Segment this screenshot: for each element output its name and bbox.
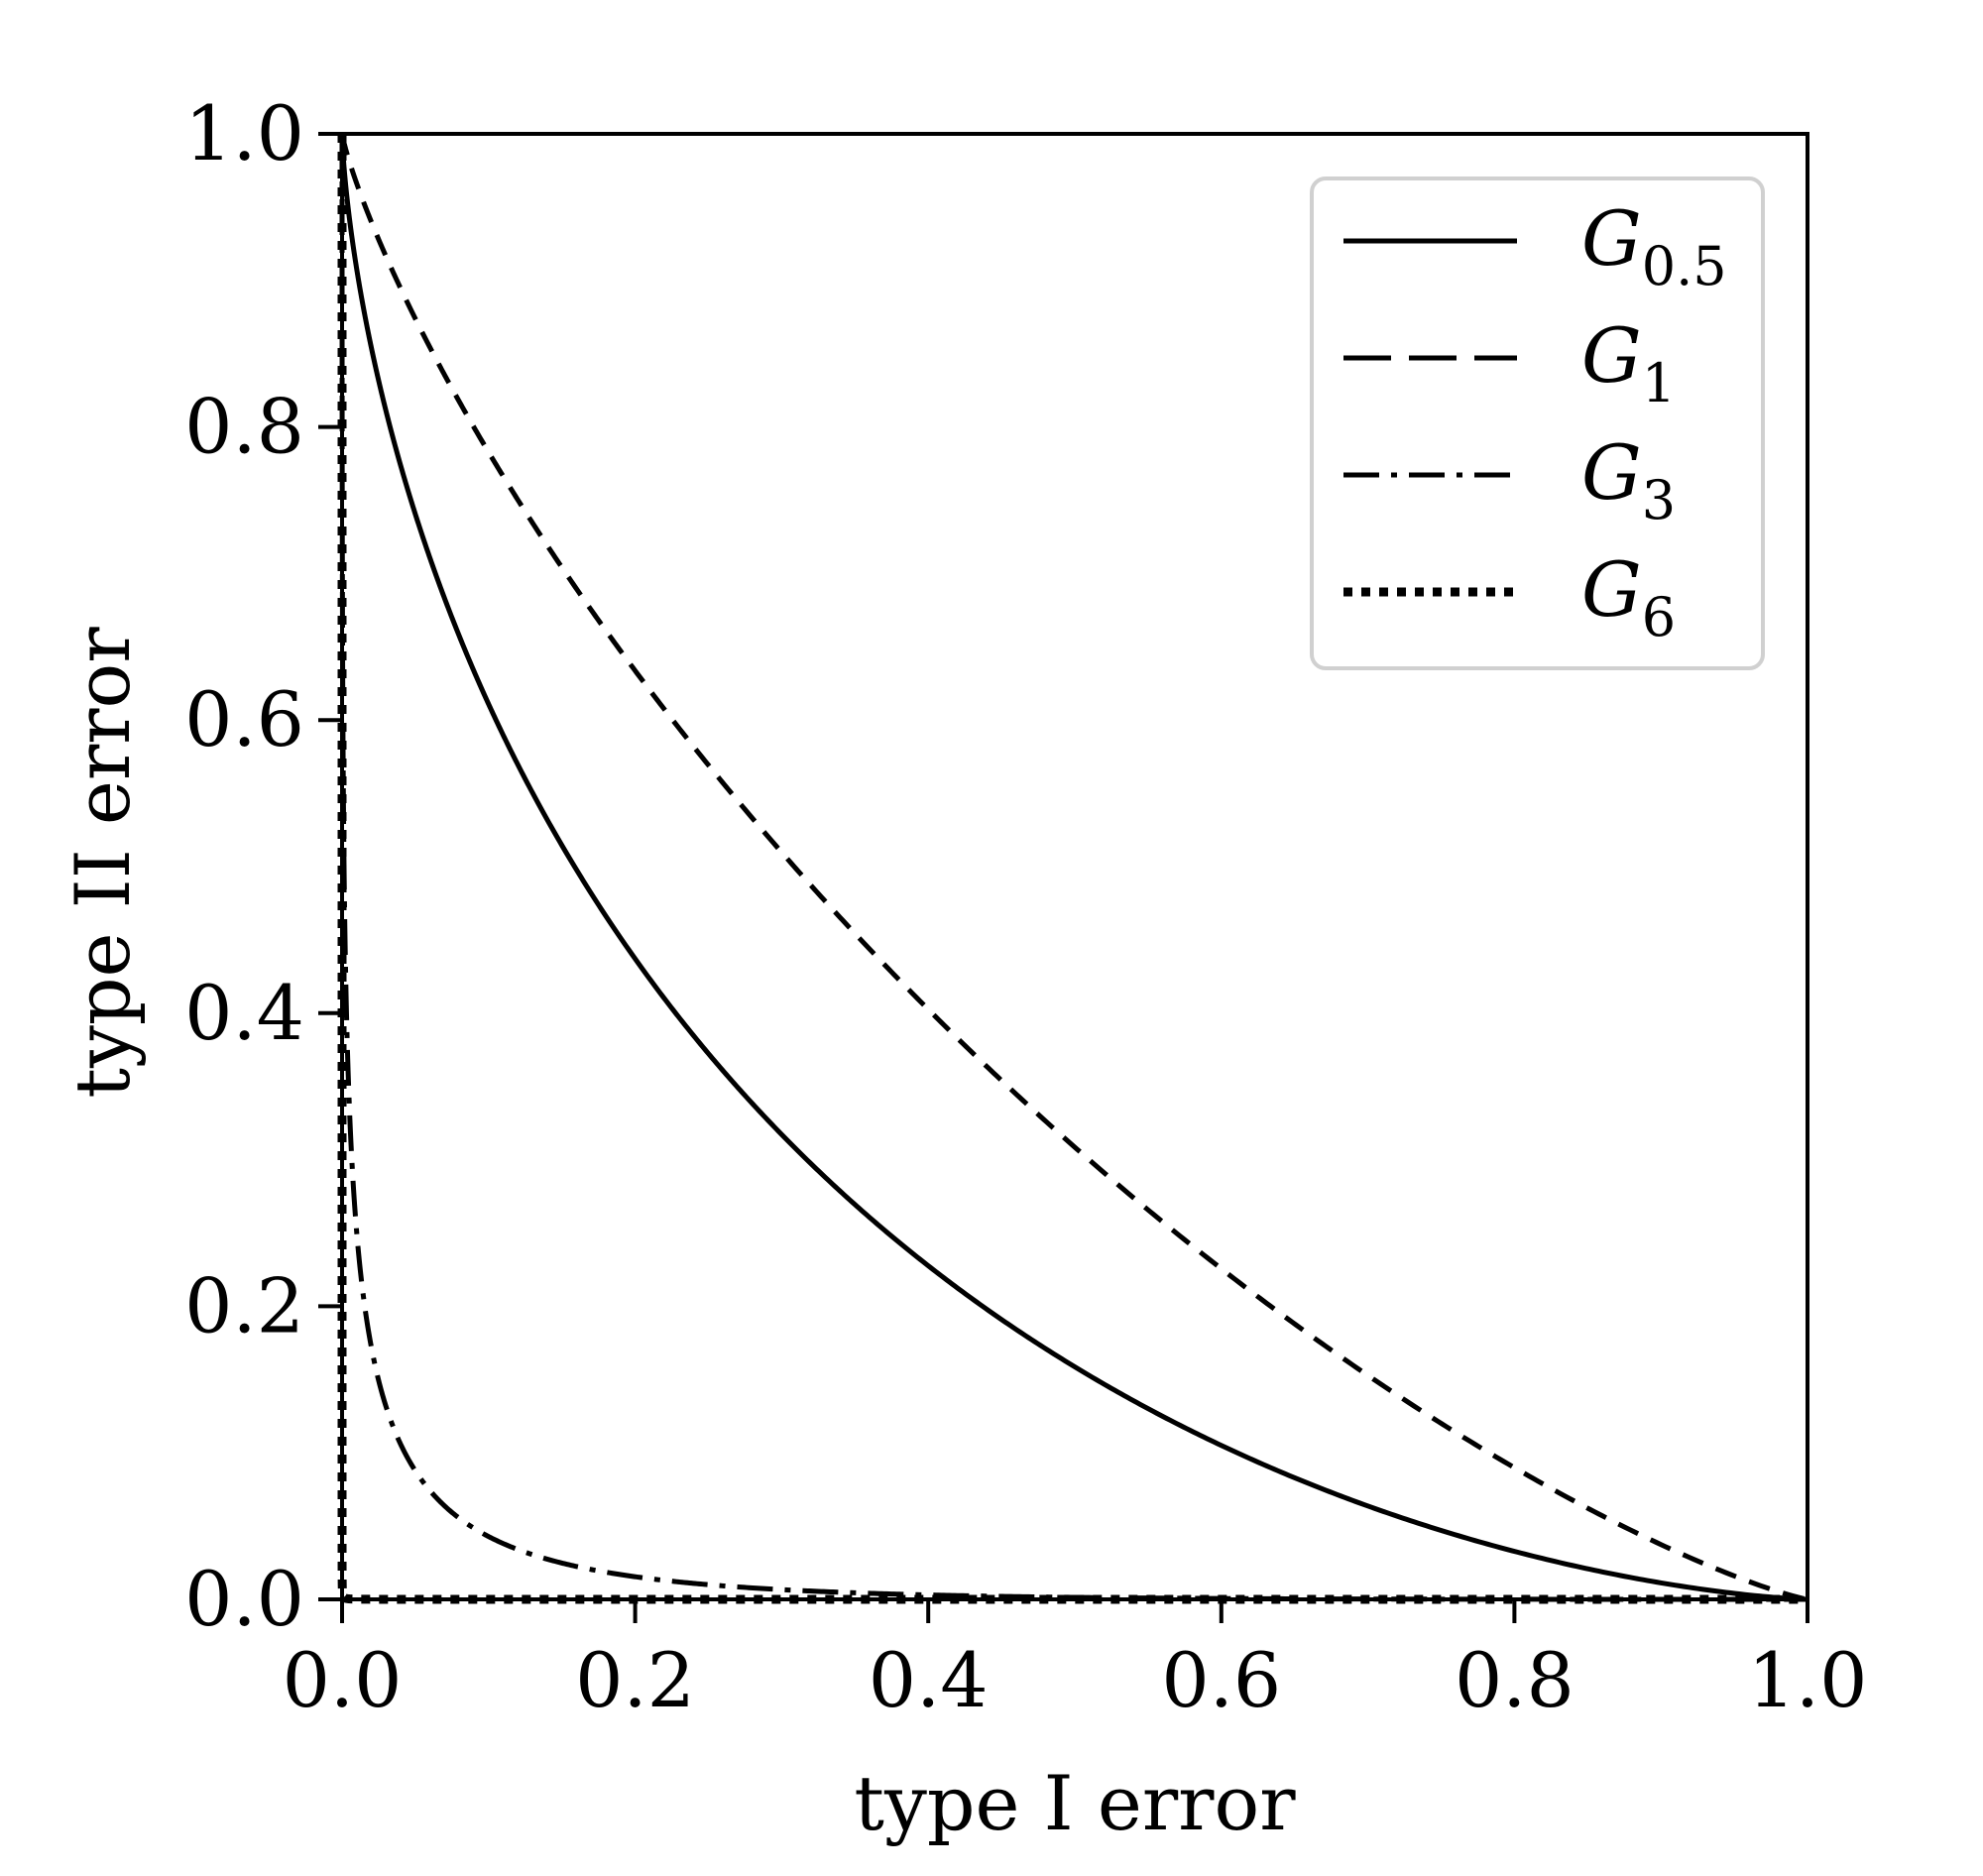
x-tick-label: 0.2 (575, 1636, 695, 1724)
y-tick-label: 0.0 (184, 1555, 304, 1643)
legend-label-3: G6 (1581, 545, 1676, 648)
legend-subscript: 6 (1642, 586, 1676, 648)
x-tick-label: 1.0 (1748, 1636, 1868, 1724)
legend-name: G (1581, 194, 1642, 283)
legend-name: G (1581, 311, 1642, 400)
legend-label-2: G3 (1581, 428, 1676, 531)
y-tick-label: 0.2 (184, 1261, 304, 1349)
plot-frame (340, 132, 1809, 1601)
x-axis-label: type I error (854, 1759, 1296, 1847)
legend-label-0: G0.5 (1581, 194, 1727, 297)
legend-subscript: 3 (1642, 469, 1676, 531)
y-tick-label: 0.6 (184, 675, 304, 763)
x-tick-label: 0.8 (1455, 1636, 1575, 1724)
legend-name: G (1581, 545, 1642, 634)
legend-subscript: 0.5 (1642, 235, 1727, 297)
x-tick-label: 0.6 (1161, 1636, 1281, 1724)
y-axis-label: type II error (58, 627, 147, 1099)
legend-subscript: 1 (1642, 352, 1676, 414)
legend-name: G (1581, 428, 1642, 517)
legend-label-1: G1 (1581, 311, 1676, 414)
y-tick-label: 1.0 (184, 89, 304, 177)
series-line-0 (339, 131, 1808, 1602)
y-tick-label: 0.8 (184, 383, 304, 471)
legend-box (1310, 176, 1765, 670)
axes-layer: 0.0 0.2 0.4 0.6 0.8 1.0 0.0 0.2 0.4 0.6 0.8 1.0 (184, 89, 1867, 1724)
x-tick-label: 0.4 (869, 1636, 989, 1724)
series-line-1 (339, 131, 1808, 1602)
y-tick-label: 0.4 (184, 969, 304, 1057)
x-tick-label: 0.0 (283, 1636, 403, 1724)
